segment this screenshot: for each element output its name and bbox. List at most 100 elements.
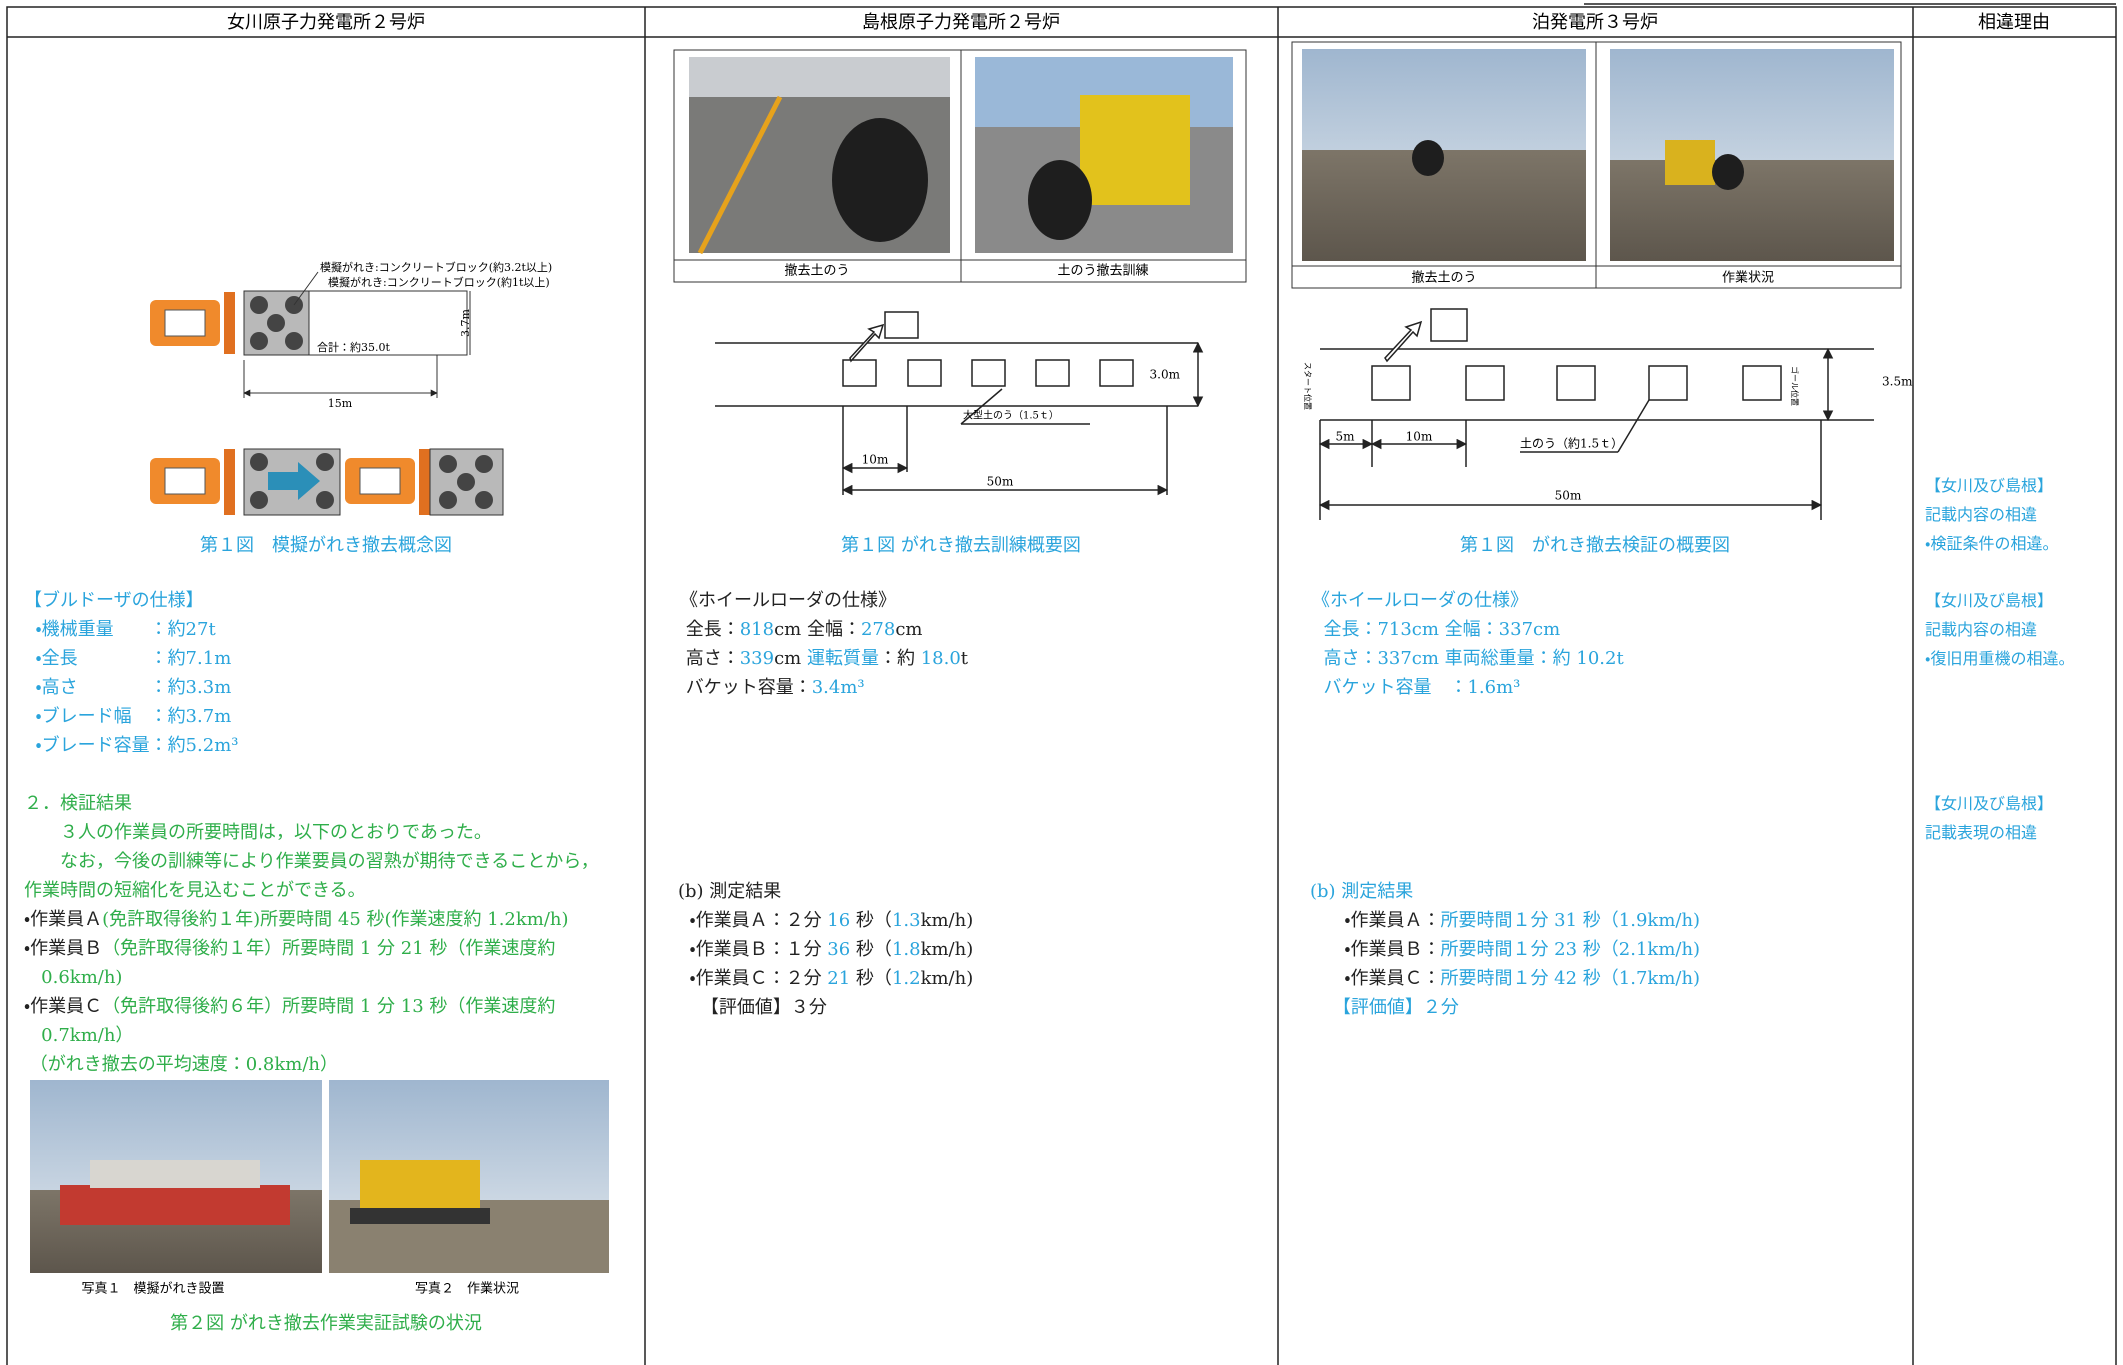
reason: 【女川及び島根】 記載内容の相違 ・検証条件の相違。 — [1925, 471, 2058, 558]
text-line: ・作業員Ａ(免許取得後約１年)所要時間 45 秒(作業速度約 1.2km/h) — [24, 905, 599, 934]
diagram-label: 50m — [1555, 489, 1582, 503]
text-run: ・作業員Ａ：２分 — [678, 910, 828, 931]
text-line: 0.6km/h) — [24, 963, 599, 992]
diagram-label: 50m — [987, 475, 1014, 489]
diagram-label: 15m — [328, 397, 353, 410]
reason: 【女川及び島根】 記載表現の相違 — [1925, 789, 2053, 847]
text-run: 記載内容の相違 — [1925, 505, 2038, 524]
text-line: 記載内容の相違 — [1925, 615, 2074, 644]
text-run: (b) 測定結果 — [678, 881, 782, 902]
text-run: 1.3 — [891, 910, 921, 931]
text-run: 21 — [827, 968, 851, 989]
tomari-result: (b) 測定結果 ・作業員Ａ：所要時間１分 31 秒（1.9km/h) ・作業員… — [1310, 877, 1700, 1022]
text-run: 36 — [827, 939, 851, 960]
text-run: ・作業員Ｃ： — [1310, 968, 1441, 989]
text-run: 【評価値】２分 — [1310, 997, 1459, 1018]
text-line: バケット容量 ：1.6m³ — [1312, 673, 1624, 702]
text-run: 運転質量 — [806, 648, 879, 669]
diagram-label: 土のう（約1.5ｔ） — [1520, 436, 1623, 451]
text-run: 278 — [860, 619, 896, 640]
text-run: 秒（ — [850, 968, 892, 989]
text-line: 全長：713cm 全幅：337cm — [1312, 615, 1624, 644]
text-line: 作業時間の短縮化を見込むことができる。 — [24, 876, 599, 905]
text-line: 【女川及び島根】 — [1925, 471, 2058, 500]
text-run: ３人の作業員の所要時間は，以下のとおりであった。 — [24, 822, 492, 843]
text-line: ・高さ ：約3.3m — [24, 673, 238, 702]
text-run: 記載内容の相違 — [1925, 620, 2038, 639]
text-run: 818 — [739, 619, 775, 640]
onagawa-figure1-step — [150, 448, 504, 516]
shimane-diagram — [715, 311, 1204, 496]
text-line: 高さ：337cm 車両総重量：約 10.2t — [1312, 644, 1623, 673]
shimane-result: (b) 測定結果 ・作業員Ａ：２分 16 秒（1.3km/h) ・作業員Ｂ：１分… — [678, 877, 973, 1022]
figure-caption: 第１図 模擬がれき撤去概念図 — [200, 535, 452, 556]
diagram-label: スタート位置 — [1303, 362, 1313, 410]
photo-caption: 撤去土のう — [784, 264, 849, 279]
diagram-label: 3.7m — [459, 308, 472, 336]
photo-caption: 作業状況 — [1722, 270, 1774, 286]
onagawa-spec: 【ブルドーザの仕様】 ・機械重量 ：約27t ・全長 ：約7.1m ・高さ ：約… — [24, 586, 238, 760]
text-run: ・高さ ：約3.3m — [24, 677, 232, 698]
text-run: バケット容量 ：1.6m³ — [1312, 677, 1521, 698]
text-run: cm — [774, 648, 807, 669]
photo-caption: 写真１ 模擬がれき設置 — [81, 1281, 224, 1297]
shimane-photos — [673, 49, 1247, 283]
photo-caption: 撤去土のう — [1411, 271, 1476, 286]
text-run: ・ブレード容量：約5.2m³ — [24, 735, 239, 756]
column-header: 泊発電所３号炉 — [1532, 12, 1658, 33]
text-run: ・作業員Ａ： — [1310, 910, 1441, 931]
text-line: (b) 測定結果 — [678, 877, 973, 906]
photo-caption: 土のう撤去訓練 — [1057, 263, 1148, 279]
figure-caption: 第１図 がれき撤去検証の概要図 — [1460, 535, 1730, 556]
text-line: 【評価値】２分 — [1310, 993, 1700, 1022]
text-run: ・ブレード幅 ：約3.7m — [24, 706, 232, 727]
text-line: 全長：818cm 全幅：278cm — [680, 615, 968, 644]
text-line: 【女川及び島根】 — [1925, 586, 2074, 615]
text-line: (b) 測定結果 — [1310, 877, 1700, 906]
text-run: 【ブルドーザの仕様】 — [24, 590, 204, 611]
text-run: （免許取得後約６年）所要時間 1 分 13 秒（作業速度約 — [102, 996, 556, 1017]
text-run: t — [960, 648, 969, 669]
text-run: 1.8 — [891, 939, 921, 960]
diagram-label: 10m — [1406, 430, 1433, 444]
diagram-label: 5m — [1335, 430, 1355, 444]
text-line: （がれき撤去の平均速度：0.8km/h） — [24, 1050, 599, 1079]
text-run: ・作業員Ｃ — [24, 996, 103, 1017]
tomari-diagram — [1318, 308, 1874, 520]
text-run: 【女川及び島根】 — [1925, 794, 2054, 813]
text-line: ・作業員Ａ：２分 16 秒（1.3km/h) — [678, 906, 973, 935]
text-line: 【評価値】３分 — [678, 993, 973, 1022]
text-line: ・作業員Ｂ：所要時間１分 23 秒（2.1km/h) — [1310, 935, 1700, 964]
text-line: ２．検証結果 — [24, 789, 599, 818]
figure-caption: 第２図 がれき撤去作業実証試験の状況 — [170, 1313, 482, 1334]
text-run: （免許取得後約１年）所要時間 1 分 21 秒（作業速度約 — [102, 938, 556, 959]
text-run: （がれき撤去の平均速度：0.8km/h） — [24, 1054, 338, 1075]
text-run: ・作業員Ｂ： — [1310, 939, 1441, 960]
text-line: ・作業員Ｂ（免許取得後約１年）所要時間 1 分 21 秒（作業速度約 — [24, 934, 599, 963]
diagram-label: 10m — [862, 453, 889, 467]
text-run: 3.4m³ — [811, 677, 865, 698]
diagram-label: ゴール位置 — [1790, 366, 1800, 406]
text-run: 【女川及び島根】 — [1925, 476, 2054, 495]
text-line: ・ブレード容量：約5.2m³ — [24, 731, 238, 760]
text-run: ・作業員Ａ — [24, 909, 103, 930]
onagawa-figure1: 模擬がれき:コンクリートブロック(約3.2t以上) 模擬がれき:コンクリートブロ… — [150, 260, 552, 410]
text-run: ２．検証結果 — [24, 793, 132, 814]
text-run: 339 — [739, 648, 775, 669]
text-line: 【ブルドーザの仕様】 — [24, 586, 238, 615]
text-line: ・作業員Ｃ（免許取得後約６年）所要時間 1 分 13 秒（作業速度約 — [24, 992, 599, 1021]
onagawa-photos — [30, 1080, 609, 1273]
text-run: 【女川及び島根】 — [1925, 591, 2054, 610]
tomari-spec: 《ホイールローダの仕様》 全長：713cm 全幅：337cm 高さ：337cm … — [1312, 586, 1624, 702]
text-line: 【女川及び島根】 — [1925, 789, 2053, 818]
text-line: 高さ：339cm 運転質量：約 18.0t — [680, 644, 968, 673]
text-line: ・作業員Ｃ：所要時間１分 42 秒（1.7km/h) — [1310, 964, 1700, 993]
text-run: km/h) — [920, 939, 974, 960]
photo-caption: 写真２ 作業状況 — [415, 1281, 519, 1297]
text-line: なお，今後の訓練等により作業要員の習熟が期待できることから， — [24, 847, 599, 876]
diagram-label: 3.0m — [1150, 368, 1181, 382]
text-line: 0.7km/h） — [24, 1021, 599, 1050]
onagawa-result: ２．検証結果 ３人の作業員の所要時間は，以下のとおりであった。 なお，今後の訓練… — [24, 789, 599, 1079]
